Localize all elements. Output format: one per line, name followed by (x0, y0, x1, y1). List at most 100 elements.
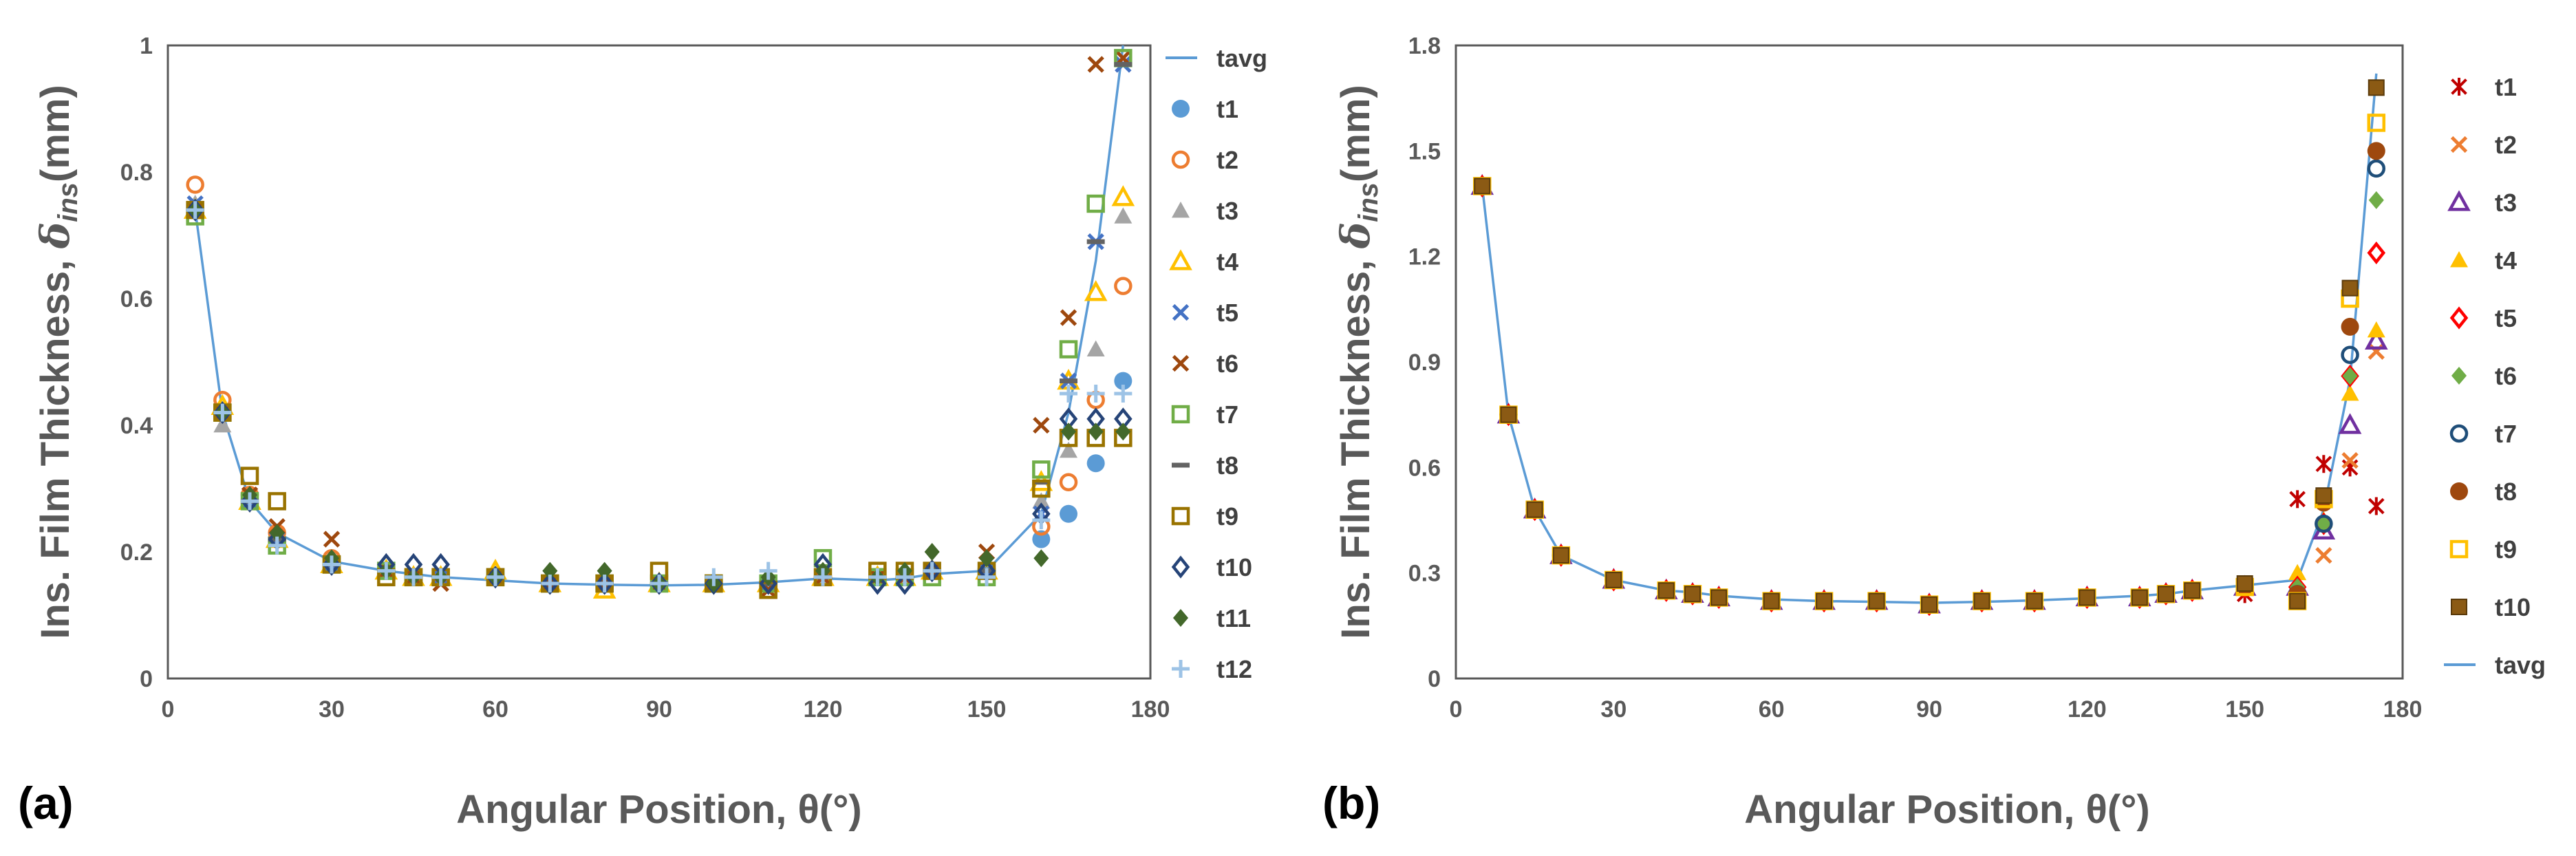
point-t10 (2315, 487, 2332, 504)
point-t1 (1032, 530, 1051, 548)
point-t10 (1763, 592, 1780, 610)
point-t10 (2184, 582, 2201, 599)
point-t11 (1033, 549, 1049, 568)
plot-frame-a (167, 44, 1152, 680)
point-t10 (1605, 571, 1622, 588)
legend-swatch (1172, 202, 1190, 218)
point-t12 (1032, 511, 1051, 529)
legend-label: t6 (2495, 362, 2517, 390)
point-t11 (1115, 422, 1131, 441)
point-t12 (541, 575, 559, 592)
legend-swatch (1172, 609, 1189, 627)
point-t12 (486, 568, 504, 586)
point-t3 (1086, 340, 1105, 356)
point-t2 (1114, 277, 1133, 295)
x-tick-label: 180 (1131, 696, 1170, 723)
legend-label: t2 (1216, 146, 1238, 174)
point-t10 (2026, 592, 2043, 610)
y-axis-title-delta-a: δ (32, 222, 78, 250)
legend-swatch (2450, 136, 2468, 153)
y-axis-title-prefix-b: Ins. Film Thickness, (1333, 248, 1378, 639)
legend-item-t9: t9 (2449, 535, 2517, 564)
point-t8 (1086, 239, 1105, 244)
y-tick-label: 0.3 (1408, 561, 1441, 587)
point-t8 (1060, 378, 1077, 384)
legend-label: t7 (2495, 420, 2517, 448)
legend-label: t6 (1216, 350, 1238, 378)
legend-swatch (1172, 660, 1190, 678)
y-tick-label: 0.6 (120, 286, 153, 312)
legend-item-t8: t8 (1172, 451, 1238, 480)
y-axis-title-unit-a: (mm) (33, 85, 78, 182)
point-t12 (241, 492, 259, 511)
x-tick-label: 30 (319, 696, 345, 723)
legend-item-t10: t10 (2451, 593, 2531, 621)
legend-swatch (2451, 599, 2467, 615)
legend-label: t1 (1216, 95, 1238, 123)
legend-swatch (1171, 150, 1190, 169)
point-t2 (2368, 343, 2385, 360)
y-tick-label: 1.8 (1408, 33, 1441, 59)
legend-item-t6: t6 (1172, 350, 1238, 378)
y-tick-label: 1.2 (1408, 244, 1441, 270)
point-t12 (1114, 385, 1133, 403)
point-t12 (868, 568, 887, 586)
x-tick-label: 90 (1916, 696, 1942, 723)
legend-item-t11: t11 (1172, 604, 1251, 632)
point-t12 (1086, 385, 1105, 403)
point-t6 (2368, 191, 2384, 209)
legend-item-t12: t12 (1172, 655, 1252, 683)
point-t10 (1921, 596, 1938, 613)
plot-frame-b (1455, 44, 2404, 680)
data-marks-b (1470, 79, 2388, 617)
x-tick-label: 180 (2383, 696, 2423, 723)
legend-item-t5: t5 (2449, 304, 2517, 332)
y-tick-label: 1 (140, 33, 153, 59)
x-tick-label: 90 (646, 696, 672, 723)
legend-label: t2 (2495, 131, 2517, 159)
x-tick-label: 120 (2068, 696, 2107, 723)
legend-item-t10: t10 (1171, 553, 1252, 581)
legend-swatch (1172, 303, 1190, 321)
legend-label: t11 (1216, 604, 1251, 632)
x-tick-labels-a: 0 30 60 90 120 150 180 (162, 696, 1170, 723)
point-t9 (268, 492, 286, 511)
point-t6 (323, 531, 341, 548)
point-t1 (2289, 490, 2306, 509)
x-tick-label: 150 (2225, 696, 2264, 723)
legend-swatch (2451, 367, 2467, 385)
point-t10 (1552, 547, 1569, 564)
point-t10 (2079, 589, 2096, 606)
legend-label: t9 (2495, 535, 2517, 564)
point-t1 (1086, 454, 1105, 473)
point-t6 (1060, 309, 1077, 326)
legend-item-t3: t3 (2447, 189, 2517, 217)
data-marks-a (183, 49, 1135, 599)
legend-label: t8 (1216, 451, 1238, 480)
point-t11 (597, 561, 612, 580)
point-t10 (1684, 586, 1701, 603)
point-t7 (1059, 340, 1078, 359)
legend-item-t1: t1 (2451, 73, 2517, 101)
point-t4 (1084, 280, 1108, 301)
point-t10 (1500, 406, 1517, 423)
legend-swatch (1171, 555, 1190, 579)
point-t9 (2367, 114, 2386, 132)
y-tick-label: 0.8 (120, 160, 153, 186)
legend-swatch (2447, 190, 2471, 211)
point-t8 (1114, 62, 1133, 67)
y-tick-label: 0 (1428, 666, 1441, 692)
legend-label: t1 (2495, 73, 2517, 101)
chart-panel-b: 0 30 60 90 120 150 180 0 0.3 0.6 0.9 1.2 1.5 1.8 Ang… (1322, 33, 2546, 832)
y-tick-labels-b: 0 0.3 0.6 0.9 1.2 1.5 1.8 (1408, 33, 1441, 692)
avg-line-b (1481, 73, 2378, 604)
point-t10 (1710, 589, 1728, 606)
point-t10 (2236, 575, 2253, 592)
y-axis-title-a: Ins. Film Thickness, δins(mm) (32, 85, 83, 639)
point-t10 (895, 572, 914, 595)
point-t6 (2316, 515, 2332, 533)
legend-b: t1 t2 t3 t4 t5 t6 t7 t8 t9 t10 tavg (2444, 73, 2546, 679)
legend-label: t7 (1216, 400, 1238, 429)
legend-item-t6: t6 (2451, 362, 2517, 390)
point-t4 (1111, 185, 1135, 206)
